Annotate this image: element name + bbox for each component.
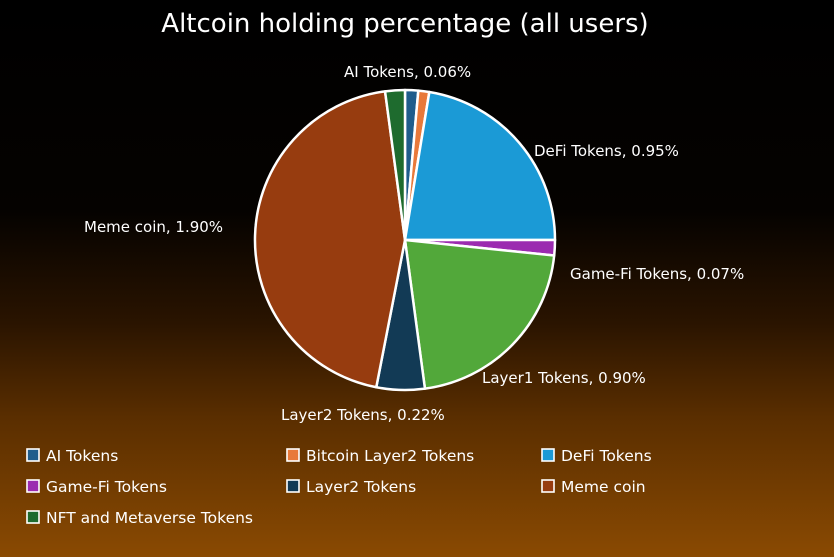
legend-item-bitcoin-layer2-tokens: Bitcoin Layer2 Tokens xyxy=(286,447,474,465)
legend-label-bitcoin-layer2-tokens: Bitcoin Layer2 Tokens xyxy=(306,447,474,465)
chart-title: Altcoin holding percentage (all users) xyxy=(161,9,648,39)
legend-label-layer2-tokens: Layer2 Tokens xyxy=(306,478,416,496)
pie-data-labels: AI Tokens, 0.06% DeFi Tokens, 0.95% Game-F… xyxy=(84,63,744,424)
legend-label-game-fi-tokens: Game-Fi Tokens xyxy=(46,478,167,496)
legend-item-nft-and-metaverse-tokens: NFT and Metaverse Tokens xyxy=(26,509,253,527)
legend-label-defi-tokens: DeFi Tokens xyxy=(561,447,652,465)
legend-label-nft-and-metaverse-tokens: NFT and Metaverse Tokens xyxy=(46,509,253,527)
pie-slice-nft-and-metaverse-tokens xyxy=(383,88,407,242)
data-label-ai-tokens: AI Tokens, 0.06% xyxy=(344,63,471,81)
legend-item-layer2-tokens: Layer2 Tokens xyxy=(286,478,416,496)
data-label-layer2-tokens: Layer2 Tokens, 0.22% xyxy=(281,406,445,424)
data-label-defi-tokens: DeFi Tokens, 0.95% xyxy=(534,142,679,160)
legend-swatch-ai-tokens xyxy=(26,448,40,462)
legend: AI Tokens Bitcoin Layer2 Tokens DeFi Token… xyxy=(26,447,652,527)
pie-slice-meme-coin xyxy=(253,90,407,389)
legend-item-defi-tokens: DeFi Tokens xyxy=(541,447,652,465)
legend-label-meme-coin: Meme coin xyxy=(561,478,646,496)
legend-item-meme-coin: Meme coin xyxy=(541,478,646,496)
legend-swatch-defi-tokens xyxy=(541,448,555,462)
legend-item-game-fi-tokens: Game-Fi Tokens xyxy=(26,478,167,496)
legend-swatch-meme-coin xyxy=(541,479,555,493)
legend-label-ai-tokens: AI Tokens xyxy=(46,447,118,465)
data-label-meme-coin: Meme coin, 1.90% xyxy=(84,218,223,236)
pie-slice-defi-tokens xyxy=(403,90,557,242)
data-label-game-fi-tokens: Game-Fi Tokens, 0.07% xyxy=(570,265,744,283)
legend-swatch-layer2-tokens xyxy=(286,479,300,493)
pie-slice-layer1-tokens xyxy=(403,238,556,390)
legend-swatch-game-fi-tokens xyxy=(26,479,40,493)
legend-item-ai-tokens: AI Tokens xyxy=(26,447,118,465)
legend-swatch-bitcoin-layer2-tokens xyxy=(286,448,300,462)
pie-slices xyxy=(253,88,557,392)
data-label-layer1-tokens: Layer1 Tokens, 0.90% xyxy=(482,369,646,387)
legend-swatch-nft-and-metaverse-tokens xyxy=(26,510,40,524)
